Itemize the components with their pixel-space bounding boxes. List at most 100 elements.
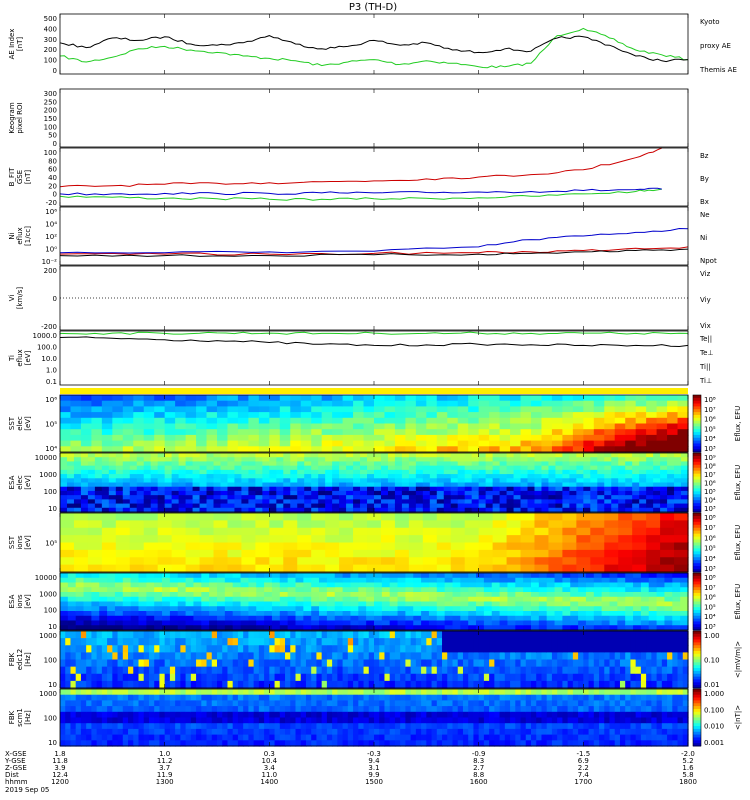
heatmap-cell bbox=[653, 478, 661, 484]
heatmap-cell bbox=[196, 446, 208, 453]
heatmap-cell bbox=[415, 469, 424, 475]
panel-ni-legend-1: Ni bbox=[700, 234, 707, 242]
heatmap-cell bbox=[460, 592, 469, 598]
heatmap-cell bbox=[460, 601, 469, 607]
heatmap-cell bbox=[60, 611, 69, 617]
heatmap-cell bbox=[590, 527, 605, 536]
heatmap-cell bbox=[67, 620, 77, 626]
heatmap-cell bbox=[609, 592, 618, 598]
heatmap-cell bbox=[570, 601, 579, 607]
colorbar-segment bbox=[693, 409, 701, 413]
heatmap-cell bbox=[241, 490, 249, 496]
heatmap-cell bbox=[428, 611, 438, 617]
heatmap-cell bbox=[593, 620, 603, 626]
heatmap-cell bbox=[570, 606, 579, 612]
heatmap-cell bbox=[129, 535, 145, 544]
heatmap-cell bbox=[311, 486, 319, 492]
heatmap-cell bbox=[452, 573, 461, 579]
heatmap-cell bbox=[674, 490, 682, 496]
heatmap-cell bbox=[408, 520, 424, 529]
heatmap-cell bbox=[122, 717, 129, 724]
heatmap-cell bbox=[562, 461, 570, 467]
heatmap-cell bbox=[86, 666, 92, 675]
colorbar-segment bbox=[693, 482, 701, 486]
heatmap-cell bbox=[639, 469, 647, 475]
heatmap-cell bbox=[510, 673, 516, 682]
heatmap-cell bbox=[164, 638, 171, 646]
heatmap-cell bbox=[133, 740, 140, 747]
heatmap-cell bbox=[507, 582, 516, 588]
heatmap-cell bbox=[471, 457, 480, 463]
heatmap-cell bbox=[332, 486, 340, 492]
heatmap-cell bbox=[276, 507, 284, 513]
heatmap-cell bbox=[527, 499, 536, 505]
heatmap-cell bbox=[464, 490, 473, 496]
heatmap-cell bbox=[224, 592, 234, 598]
heatmap-cell bbox=[464, 557, 480, 566]
heatmap-cell bbox=[234, 478, 243, 484]
heatmap-cell bbox=[213, 513, 229, 521]
heatmap-cell bbox=[325, 495, 333, 500]
heatmap-cell bbox=[83, 573, 92, 579]
heatmap-cell bbox=[196, 666, 202, 675]
heatmap-cell bbox=[201, 659, 208, 668]
heatmap-cell bbox=[368, 652, 375, 661]
heatmap-cell bbox=[303, 625, 312, 631]
heatmap-cell bbox=[86, 689, 92, 696]
heatmap-cell bbox=[115, 469, 124, 475]
heatmap-cell bbox=[401, 461, 410, 467]
heatmap-cell bbox=[576, 490, 584, 496]
heatmap-cell bbox=[346, 503, 354, 509]
heatmap-cell bbox=[243, 666, 249, 675]
heatmap-cell bbox=[227, 499, 236, 505]
heatmap-cell bbox=[562, 469, 570, 475]
heatmap-cell bbox=[171, 520, 187, 529]
heatmap-cell bbox=[262, 469, 270, 475]
heatmap-cell bbox=[593, 606, 603, 612]
heatmap-cell bbox=[401, 465, 410, 471]
heatmap-cell bbox=[115, 478, 124, 484]
heatmap-cell bbox=[531, 611, 540, 617]
heatmap-cell bbox=[504, 673, 511, 682]
heatmap-cell bbox=[138, 620, 147, 626]
heatmap-cell bbox=[572, 406, 584, 413]
heatmap-cell bbox=[91, 606, 100, 612]
heatmap-cell bbox=[138, 689, 145, 696]
heatmap-cell bbox=[185, 453, 194, 458]
heatmap-cell bbox=[180, 700, 187, 707]
heatmap-cell bbox=[185, 666, 192, 675]
heatmap-cell bbox=[269, 542, 284, 551]
colorbar-label: 10⁷ bbox=[704, 524, 716, 532]
heatmap-cell bbox=[114, 620, 124, 626]
heatmap-cell bbox=[476, 615, 485, 622]
colorbar-segment bbox=[693, 470, 701, 475]
colorbar-segment bbox=[693, 668, 701, 672]
heatmap-cell bbox=[234, 486, 243, 492]
heatmap-cell bbox=[279, 577, 289, 584]
heatmap-cell bbox=[136, 461, 145, 467]
heatmap-cell bbox=[133, 694, 140, 701]
heatmap-cell bbox=[660, 520, 675, 529]
heatmap-cell bbox=[387, 503, 396, 509]
heatmap-cell bbox=[374, 631, 380, 639]
heatmap-cell bbox=[269, 535, 284, 544]
heatmap-cell bbox=[99, 582, 108, 588]
heatmap-cell bbox=[211, 740, 218, 747]
heatmap-cell bbox=[554, 587, 563, 593]
heatmap-cell bbox=[415, 482, 424, 488]
heatmap-cell bbox=[297, 549, 312, 558]
heatmap-cell bbox=[358, 596, 367, 603]
heatmap-cell bbox=[311, 520, 326, 529]
heatmap-cell bbox=[415, 659, 422, 668]
heatmap-cell bbox=[661, 638, 668, 646]
heatmap-cell bbox=[325, 478, 333, 484]
heatmap-cell bbox=[185, 423, 197, 430]
heatmap-cell bbox=[154, 406, 166, 413]
heatmap-cell bbox=[185, 638, 192, 646]
colorbar-segment bbox=[693, 440, 701, 444]
heatmap-cell bbox=[211, 652, 218, 661]
heatmap-cell bbox=[190, 638, 197, 646]
heatmap-cell bbox=[211, 689, 218, 696]
sst-elec-top-band bbox=[60, 388, 688, 394]
heatmap-cell bbox=[625, 499, 633, 505]
